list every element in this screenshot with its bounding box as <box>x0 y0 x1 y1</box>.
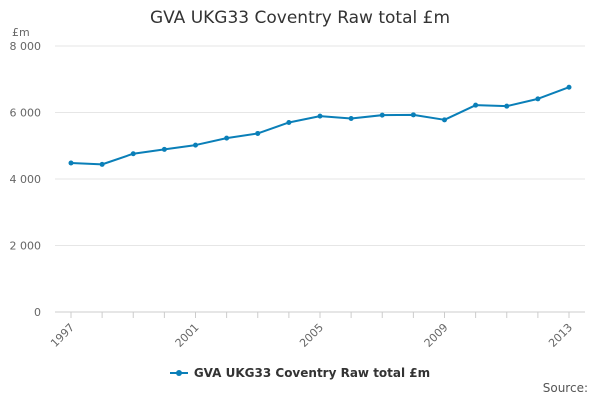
data-point <box>535 96 541 102</box>
y-axis-unit-label: £m <box>12 26 30 39</box>
legend-swatch-icon <box>169 369 188 377</box>
gridlines <box>55 45 585 246</box>
data-point <box>130 151 136 157</box>
data-point <box>193 142 198 148</box>
data-point <box>68 160 74 166</box>
source-label: Source: <box>542 381 588 395</box>
data-point <box>504 103 510 109</box>
x-tick-label: 1997 <box>48 321 77 350</box>
y-tick-label: 0 <box>34 306 41 319</box>
y-tick-label: 8 000 <box>10 40 42 53</box>
x-tick-label: 2005 <box>297 321 326 350</box>
data-point <box>161 146 167 152</box>
y-tick-label: 6 000 <box>10 107 42 120</box>
chart-legend[interactable]: GVA UKG33 Coventry Raw total £m <box>0 366 600 380</box>
y-tick-label: 4 000 <box>10 173 42 186</box>
data-point <box>255 130 261 136</box>
x-axis: 1997 2001 2005 2009 2013 <box>48 311 585 350</box>
data-point <box>442 117 447 123</box>
x-tick-label: 2001 <box>173 321 202 350</box>
y-tick-label: 2 000 <box>10 240 42 253</box>
data-point <box>317 113 323 119</box>
data-point <box>224 135 230 141</box>
data-point <box>379 112 385 118</box>
y-axis: £m 0 2 000 4 000 6 000 8 000 <box>10 26 42 319</box>
data-point <box>410 112 416 118</box>
chart-title: GVA UKG33 Coventry Raw total £m <box>149 8 451 28</box>
data-point <box>99 161 105 167</box>
series-group <box>68 84 572 167</box>
data-point <box>473 102 479 108</box>
data-point <box>566 84 572 90</box>
series-line <box>70 86 570 166</box>
x-tick-label: 2013 <box>546 321 575 350</box>
data-point <box>286 119 292 125</box>
x-tick-label: 2009 <box>422 321 451 350</box>
legend-series-label: GVA UKG33 Coventry Raw total £m <box>193 366 431 380</box>
data-point <box>348 115 354 121</box>
